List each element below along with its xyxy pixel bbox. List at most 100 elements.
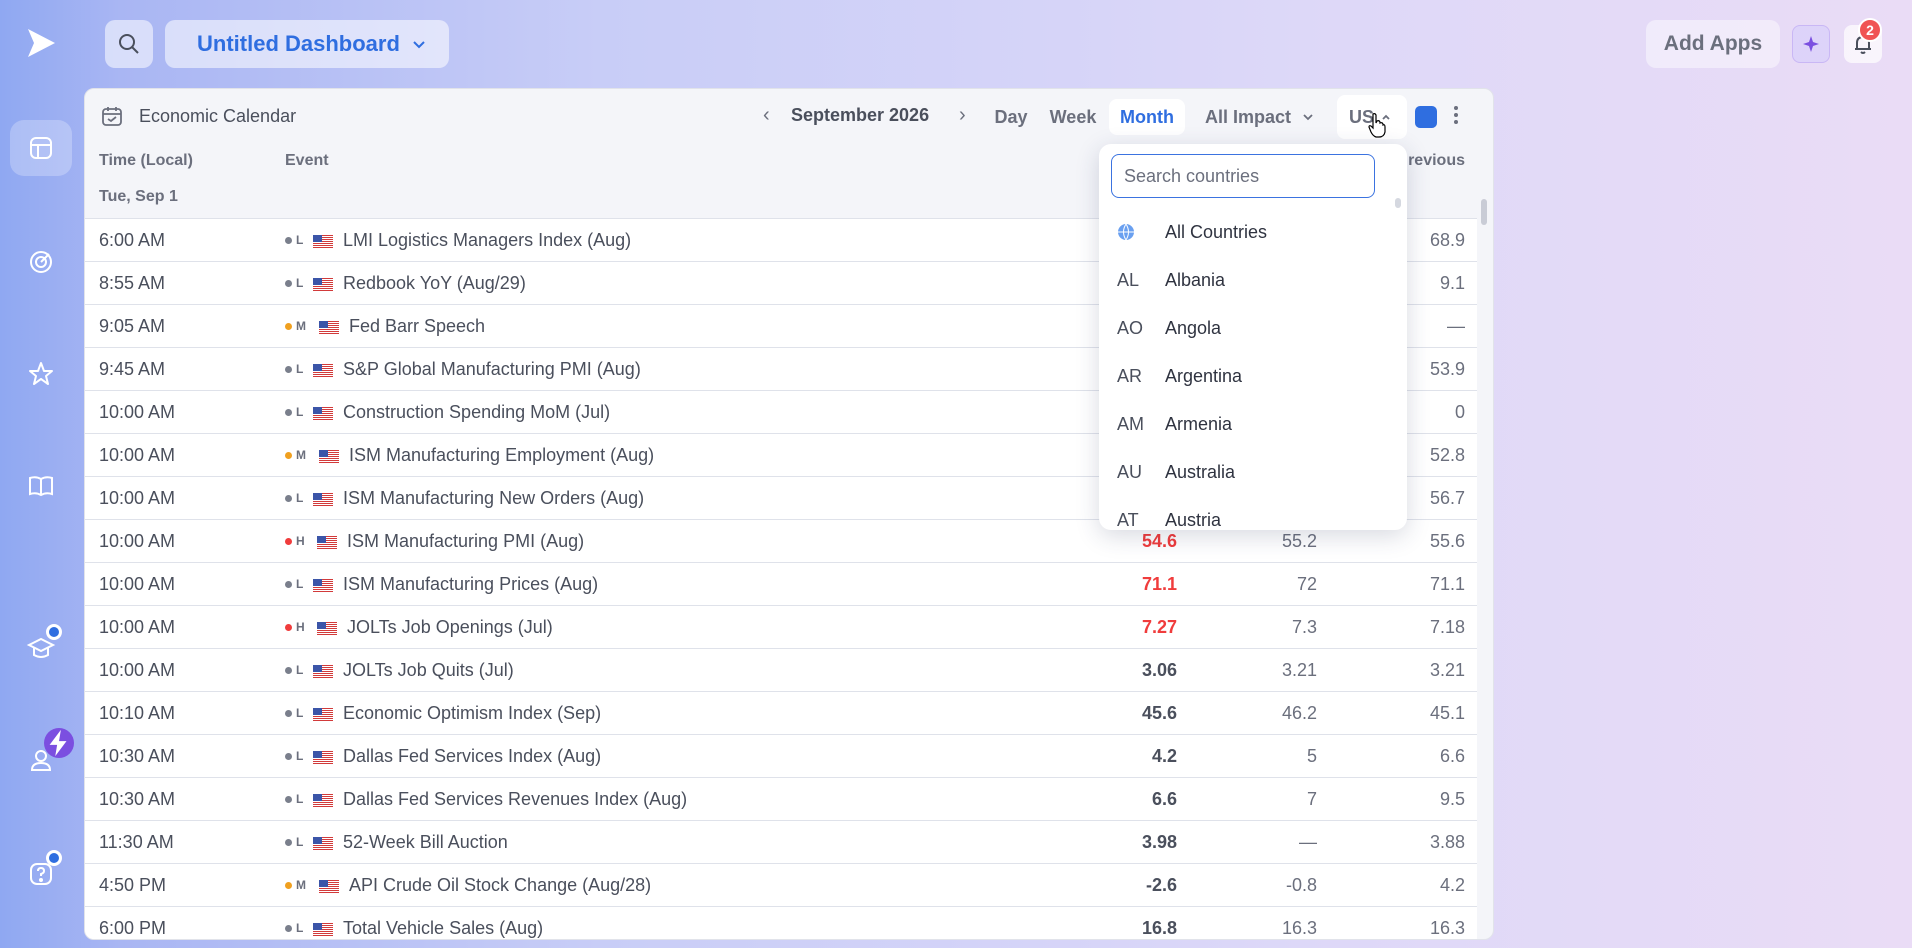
impact-indicator: M [285,448,306,462]
tab-week[interactable]: Week [1049,106,1097,127]
country-option[interactable]: AR Argentina [1099,354,1407,398]
nav-dashboard[interactable] [10,120,72,176]
country-name: Argentina [1165,365,1243,386]
sparkle-icon [1803,36,1819,52]
nav-favorites[interactable] [10,346,72,402]
table-row[interactable]: 10:10 AM L Economic Optimism Index (Sep) 45… [85,691,1477,734]
widget-color-swatch[interactable] [1415,106,1437,128]
next-month-button[interactable]: › [959,104,966,126]
country-search-input[interactable] [1111,154,1375,198]
table-row[interactable]: 10:30 AM L Dallas Fed Services Index (Aug)… [85,734,1477,777]
actual-value: -2.6 [1145,875,1177,895]
impact-indicator: L [285,792,303,806]
us-flag-icon [319,880,339,893]
event-time: 10:30 AM [99,746,176,766]
column-header-event: Event [285,152,329,169]
event-time: 10:00 AM [99,617,176,637]
impact-letter: L [296,233,304,247]
impact-indicator: L [285,921,303,935]
table-row[interactable]: 6:00 PM L Total Vehicle Sales (Aug) 16.8 16.… [85,906,1477,939]
event-time: 11:30 AM [99,832,174,852]
country-option[interactable]: AL Albania [1099,258,1407,302]
event-name: Dallas Fed Services Index (Aug) [343,746,602,766]
impact-dot [285,580,292,588]
country-option[interactable]: AO Angola [1099,306,1407,350]
nav-profile[interactable] [10,728,74,788]
impact-indicator: L [285,835,303,849]
table-row[interactable]: 10:00 AM L ISM Manufacturing Prices (Aug) 7… [85,562,1477,605]
dashboard-selector[interactable]: Untitled Dashboard [165,20,449,68]
table-row[interactable]: 10:30 AM L Dallas Fed Services Revenues In… [85,777,1477,820]
impact-indicator: L [285,405,303,419]
country-option[interactable]: AT Austria [1099,498,1407,530]
forecast-value: -0.8 [1285,875,1317,895]
country-code: AL [1117,269,1140,290]
more-options-icon[interactable] [1453,103,1459,127]
search-button[interactable] [105,20,153,68]
previous-value: 7.18 [1429,617,1465,637]
us-flag-icon [313,837,333,850]
impact-dot [285,623,292,631]
impact-indicator: L [285,749,303,763]
event-name: Economic Optimism Index (Sep) [343,703,602,723]
event-time: 10:00 AM [99,402,176,422]
nav-radar[interactable] [10,234,72,290]
table-row[interactable]: 4:50 PM M API Crude Oil Stock Change (Aug/… [85,863,1477,906]
previous-value: 16.3 [1429,918,1465,938]
forecast-value: 46.2 [1281,703,1317,723]
column-header-previous: revious [1408,152,1465,169]
chevron-down-icon [413,41,425,49]
impact-letter: H [296,534,305,548]
add-apps-button[interactable]: Add Apps [1646,20,1780,68]
previous-value: 55.6 [1429,531,1465,551]
event-time: 10:00 AM [99,445,176,465]
dashboard-icon [30,137,52,159]
impact-letter: M [296,319,306,333]
nav-help[interactable] [10,846,72,902]
impact-dot [285,494,292,502]
app-logo-icon[interactable] [24,26,58,60]
event-name: LMI Logistics Managers Index (Aug) [343,230,632,250]
impact-dot [285,709,292,717]
tab-day[interactable]: Day [994,106,1028,127]
tab-month[interactable]: Month [1109,99,1185,135]
country-option[interactable]: AU Australia [1099,450,1407,494]
impact-filter[interactable]: All Impact [1205,99,1315,135]
us-flag-icon [313,665,333,678]
dropdown-scrollbar[interactable] [1395,198,1401,208]
current-month: September 2026 [791,105,930,125]
impact-letter: L [296,405,304,419]
ai-assistant-button[interactable] [1792,25,1830,63]
impact-indicator: L [285,491,303,505]
impact-letter: L [296,835,304,849]
forecast-value: 16.3 [1281,918,1317,938]
prev-month-button[interactable]: ‹ [763,104,770,126]
event-time: 4:50 PM [99,875,167,895]
table-row[interactable]: 10:00 AM L JOLTs Job Quits (Jul) 3.06 3.21 3.… [85,648,1477,691]
country-option[interactable]: All Countries [1099,210,1407,254]
country-option[interactable]: AM Armenia [1099,402,1407,446]
day-header: Tue, Sep 1 [99,188,178,205]
widget-header: Economic Calendar ‹ September 2026 › Day… [85,89,1493,145]
table-row[interactable]: 10:00 AM H JOLTs Job Openings (Jul) 7.27 7.3… [85,605,1477,648]
nav-learn[interactable] [10,458,72,514]
event-time: 10:00 AM [99,574,176,594]
nav-academy[interactable] [10,620,72,676]
event-name: Construction Spending MoM (Jul) [343,402,611,422]
impact-indicator: M [285,878,306,892]
previous-value: 45.1 [1429,703,1465,723]
table-row[interactable]: 11:30 AM L 52-Week Bill Auction 3.98 — 3.88 [85,820,1477,863]
event-time: 10:10 AM [99,703,176,723]
forecast-value: 3.21 [1281,660,1317,680]
impact-indicator: L [285,233,303,247]
actual-value: 6.6 [1151,789,1177,809]
impact-indicator: L [285,362,303,376]
forecast-value: — [1299,832,1317,852]
previous-value: 9.5 [1439,789,1465,809]
event-time: 6:00 PM [99,918,167,938]
table-scrollbar[interactable] [1481,199,1487,225]
us-flag-icon [319,450,339,463]
event-name: Dallas Fed Services Revenues Index (Aug) [343,789,688,809]
country-name: Armenia [1165,413,1233,434]
mouse-cursor-icon [1368,113,1386,138]
